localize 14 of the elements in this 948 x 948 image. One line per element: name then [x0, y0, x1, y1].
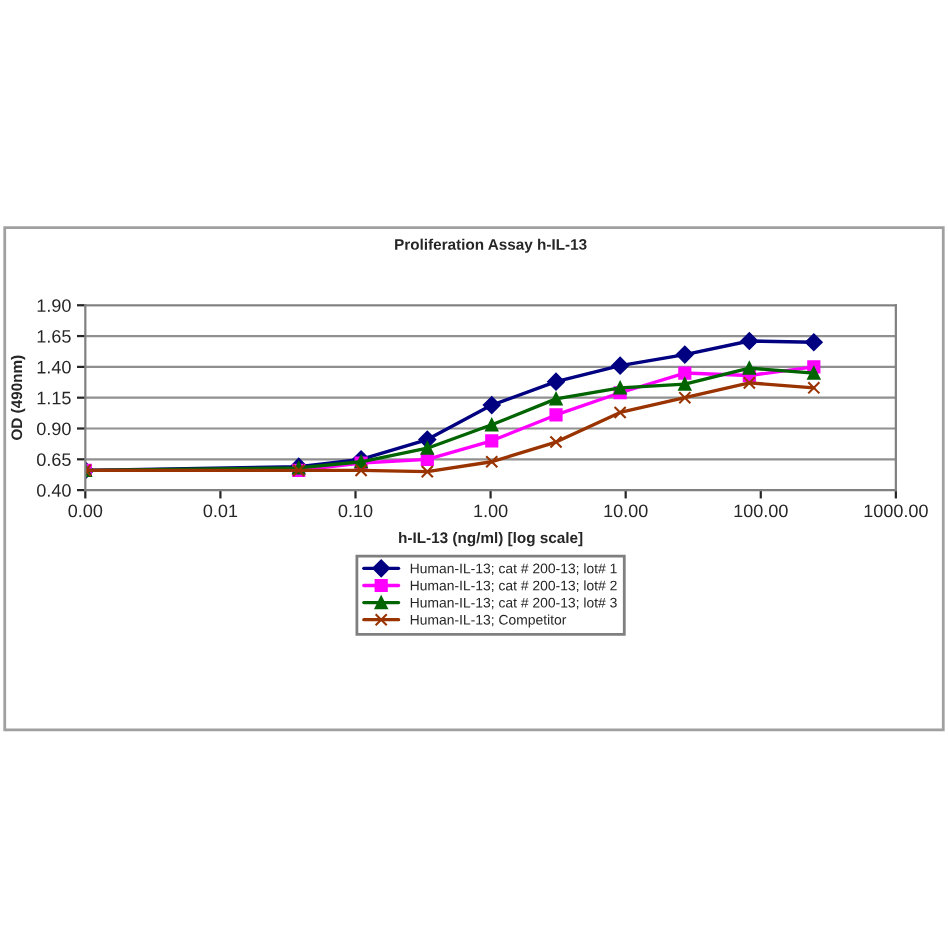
y-tick-label: 1.65	[37, 330, 71, 343]
x-tick-label: 100.00	[734, 504, 788, 518]
x-tick-label: 10.00	[604, 504, 648, 518]
y-tick-label: 0.65	[37, 453, 71, 467]
x-tick-label: 1.00	[474, 504, 508, 518]
x-tick-label: 0.00	[68, 504, 103, 518]
x-tick-label: 0.10	[338, 504, 373, 518]
y-tick-label: 0.90	[37, 422, 71, 436]
y-tick-label: 1.40	[37, 360, 71, 374]
y-tick-label: 1.90	[37, 299, 71, 312]
y-tick-label: 1.15	[37, 391, 71, 405]
y-tick-label: 0.40	[37, 484, 71, 497]
x-tick-label: 1000.00	[864, 504, 928, 518]
x-tick-label: 0.01	[203, 504, 238, 518]
